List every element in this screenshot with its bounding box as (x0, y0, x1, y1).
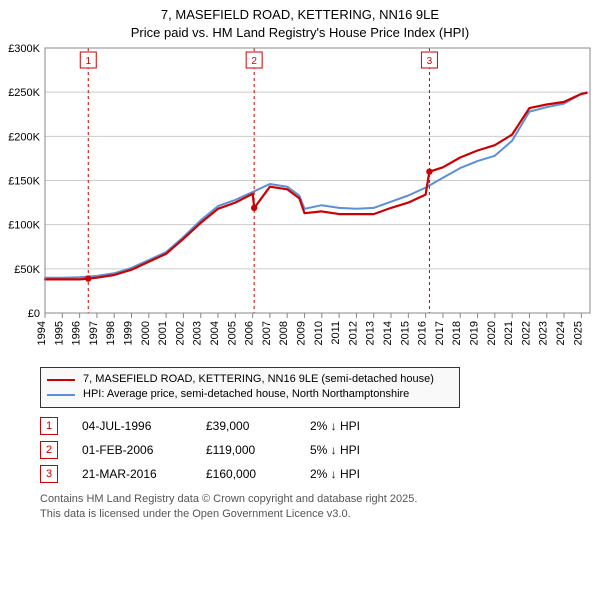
svg-text:2010: 2010 (313, 321, 325, 345)
marker-price-1: £39,000 (206, 419, 286, 433)
legend: 7, MASEFIELD ROAD, KETTERING, NN16 9LE (… (40, 367, 460, 408)
marker-box-3: 3 (40, 465, 58, 483)
svg-text:2018: 2018 (451, 321, 463, 345)
svg-text:2013: 2013 (365, 321, 377, 345)
svg-text:1998: 1998 (105, 321, 117, 345)
svg-text:1: 1 (85, 56, 91, 67)
marker-diff-3: 2% ↓ HPI (310, 467, 400, 481)
svg-text:2000: 2000 (140, 321, 152, 345)
svg-text:1994: 1994 (36, 321, 48, 345)
marker-row-3: 3 21-MAR-2016 £160,000 2% ↓ HPI (40, 462, 590, 486)
svg-text:3: 3 (427, 56, 433, 67)
chart-container: £0 £50K £100K £150K £200K £250K £300K 1994 1995 1… (0, 43, 600, 363)
marker-box-1: 1 (40, 417, 58, 435)
svg-text:£50K: £50K (14, 264, 40, 276)
svg-text:2023: 2023 (538, 321, 550, 345)
marker-row-2: 2 01-FEB-2006 £119,000 5% ↓ HPI (40, 438, 590, 462)
svg-text:2016: 2016 (417, 321, 429, 345)
svg-text:2004: 2004 (209, 321, 221, 345)
title-line1: 7, MASEFIELD ROAD, KETTERING, NN16 9LE (0, 6, 600, 24)
svg-text:2002: 2002 (174, 321, 186, 345)
svg-text:2011: 2011 (330, 321, 342, 345)
svg-text:£150K: £150K (8, 176, 40, 188)
marker-table: 1 04-JUL-1996 £39,000 2% ↓ HPI 2 01-FEB-… (40, 414, 590, 486)
svg-text:1996: 1996 (71, 321, 83, 345)
svg-text:£200K: £200K (8, 131, 40, 143)
svg-text:2017: 2017 (434, 321, 446, 345)
marker-row-1: 1 04-JUL-1996 £39,000 2% ↓ HPI (40, 414, 590, 438)
svg-text:2024: 2024 (555, 321, 567, 345)
svg-text:2012: 2012 (347, 321, 359, 345)
marker-date-3: 21-MAR-2016 (82, 467, 182, 481)
svg-text:2014: 2014 (382, 321, 394, 345)
marker-diff-2: 5% ↓ HPI (310, 443, 400, 457)
svg-text:2001: 2001 (157, 321, 169, 345)
footer-line1: Contains HM Land Registry data © Crown c… (40, 492, 590, 507)
legend-row-property: 7, MASEFIELD ROAD, KETTERING, NN16 9LE (… (47, 372, 453, 387)
marker-date-1: 04-JUL-1996 (82, 419, 182, 433)
price-chart: £0 £50K £100K £150K £200K £250K £300K 1994 1995 1… (0, 43, 600, 363)
svg-text:2005: 2005 (226, 321, 238, 345)
legend-label-property: 7, MASEFIELD ROAD, KETTERING, NN16 9LE (… (83, 372, 434, 387)
legend-row-hpi: HPI: Average price, semi-detached house,… (47, 387, 453, 402)
svg-text:2022: 2022 (520, 321, 532, 345)
marker-box-2: 2 (40, 441, 58, 459)
footer-line2: This data is licensed under the Open Gov… (40, 507, 590, 522)
svg-text:2007: 2007 (261, 321, 273, 345)
svg-text:£0: £0 (28, 308, 40, 320)
svg-text:1995: 1995 (53, 321, 65, 345)
svg-text:2021: 2021 (503, 321, 515, 345)
svg-text:2015: 2015 (399, 321, 411, 345)
svg-text:2009: 2009 (296, 321, 308, 345)
svg-text:2019: 2019 (469, 321, 481, 345)
svg-text:2003: 2003 (192, 321, 204, 345)
title-line2: Price paid vs. HM Land Registry's House … (0, 24, 600, 42)
svg-text:£300K: £300K (8, 43, 40, 55)
marker-date-2: 01-FEB-2006 (82, 443, 182, 457)
svg-text:2006: 2006 (244, 321, 256, 345)
svg-text:£250K: £250K (8, 87, 40, 99)
svg-text:2020: 2020 (486, 321, 498, 345)
marker-price-2: £119,000 (206, 443, 286, 457)
svg-text:1999: 1999 (123, 321, 135, 345)
svg-text:2: 2 (251, 56, 257, 67)
chart-title: 7, MASEFIELD ROAD, KETTERING, NN16 9LE P… (0, 0, 600, 43)
footer-attribution: Contains HM Land Registry data © Crown c… (40, 492, 590, 522)
legend-label-hpi: HPI: Average price, semi-detached house,… (83, 387, 409, 402)
svg-text:2008: 2008 (278, 321, 290, 345)
legend-swatch-hpi (47, 394, 75, 396)
marker-diff-1: 2% ↓ HPI (310, 419, 400, 433)
legend-swatch-property (47, 379, 75, 381)
marker-price-3: £160,000 (206, 467, 286, 481)
svg-text:£100K: £100K (8, 220, 40, 232)
svg-text:2025: 2025 (572, 321, 584, 345)
svg-text:1997: 1997 (88, 321, 100, 345)
